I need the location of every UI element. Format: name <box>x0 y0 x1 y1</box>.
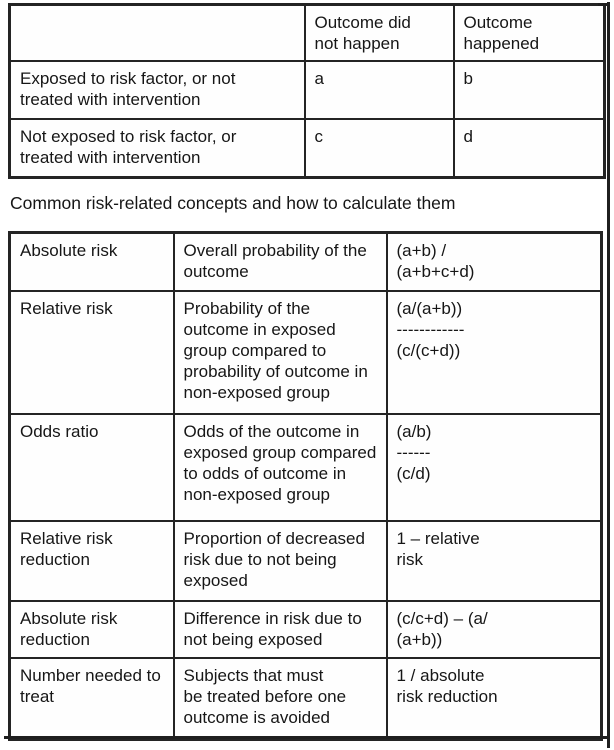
contingency-cell-b: b <box>452 60 606 120</box>
table-row: Exposed to risk factor, or not treated w… <box>8 60 606 120</box>
contingency-row-label: Exposed to risk factor, or not treated w… <box>8 60 306 120</box>
concept-description: Probability of the outcome in exposed gr… <box>172 290 388 415</box>
concept-formula: (a+b) / (a+b+c+d) <box>385 231 603 292</box>
contingency-header-outcome: Outcome happened <box>452 3 606 62</box>
table-row: Odds ratio Odds of the outcome in expose… <box>8 413 603 522</box>
table-caption: Common risk-related concepts and how to … <box>10 193 456 213</box>
concept-description: Odds of the outcome in exposed group com… <box>172 413 388 522</box>
concept-description: Overall probability of the outcome <box>172 231 388 292</box>
concept-name: Absolute risk reduction <box>8 600 175 659</box>
scan-edge-bottom-rule <box>4 736 610 739</box>
contingency-cell-c: c <box>303 118 455 179</box>
contingency-row-label: Not exposed to risk factor, or treated w… <box>8 118 306 179</box>
table-row: Number needed to treat Subjects that mus… <box>8 657 603 741</box>
concept-name: Relative risk reduction <box>8 520 175 602</box>
contingency-header-row: Outcome did not happen Outcome happened <box>8 3 606 62</box>
contingency-header-no-outcome: Outcome did not happen <box>303 3 455 62</box>
table-row: Absolute risk reduction Difference in ri… <box>8 600 603 659</box>
table-row: Not exposed to risk factor, or treated w… <box>8 118 606 179</box>
concept-description: Difference in risk due to not being expo… <box>172 600 388 659</box>
contingency-cell-a: a <box>303 60 455 120</box>
concept-formula: 1 – relative risk <box>385 520 603 602</box>
concept-formula: (a/(a+b)) ------------ (c/(c+d)) <box>385 290 603 415</box>
concept-formula: (c/c+d) – (a/ (a+b)) <box>385 600 603 659</box>
concept-description: Subjects that must be treated before one… <box>172 657 388 741</box>
concept-name: Number needed to treat <box>8 657 175 741</box>
concept-formula: (a/b) ------ (c/d) <box>385 413 603 522</box>
concept-formula: 1 / absolute risk reduction <box>385 657 603 741</box>
contingency-corner-cell <box>8 3 306 62</box>
contingency-cell-d: d <box>452 118 606 179</box>
scan-edge-right-rule <box>607 2 610 748</box>
concept-name: Odds ratio <box>8 413 175 522</box>
concept-description: Proportion of decreased risk due to not … <box>172 520 388 602</box>
table-row: Absolute risk Overall probability of the… <box>8 231 603 292</box>
concept-name: Relative risk <box>8 290 175 415</box>
scan-edge-top-rule <box>598 3 610 6</box>
risk-concepts-table: Absolute risk Overall probability of the… <box>8 231 603 741</box>
table-row: Relative risk reduction Proportion of de… <box>8 520 603 602</box>
concept-name: Absolute risk <box>8 231 175 292</box>
contingency-table: Outcome did not happen Outcome happened … <box>8 3 606 179</box>
table-row: Relative risk Probability of the outcome… <box>8 290 603 415</box>
